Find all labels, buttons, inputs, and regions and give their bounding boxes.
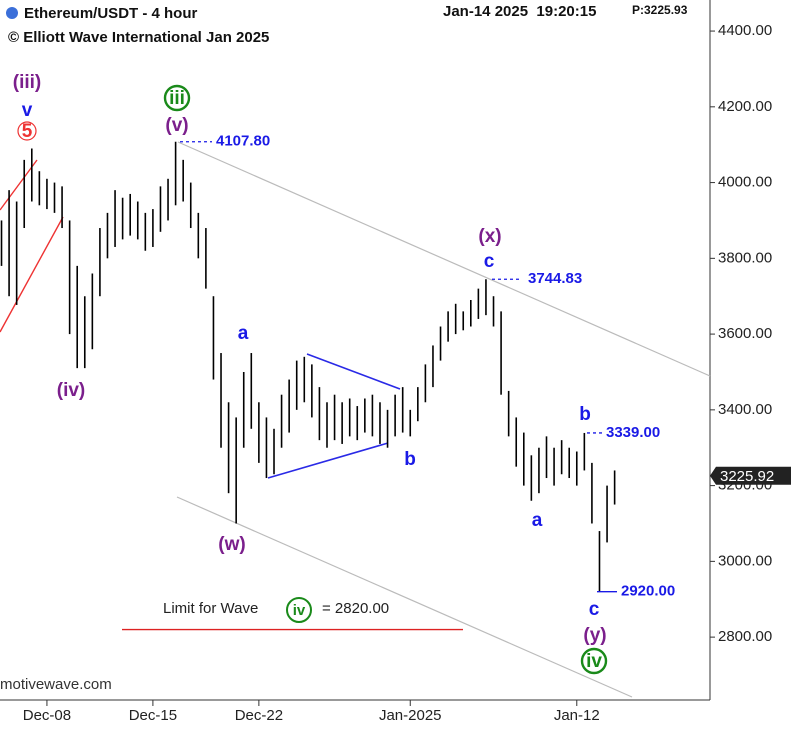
wave-label: (iv) — [57, 380, 86, 401]
y-tick-label: 3000.00 — [718, 552, 772, 569]
wave-circle — [580, 647, 608, 675]
limit-wave: iv — [293, 602, 306, 619]
limit-label: = 2820.00 — [322, 600, 389, 617]
wave-label: 5 — [22, 121, 33, 142]
wave-label: b — [404, 449, 416, 470]
price-label: 3339.00 — [606, 424, 660, 441]
wave-label: (iii) — [13, 72, 42, 93]
wave-label: c — [589, 599, 600, 620]
channel-lower — [176, 496, 633, 698]
y-tick-label: 4200.00 — [718, 98, 772, 115]
wave-circle — [286, 597, 312, 623]
wave-label: c — [484, 251, 495, 272]
triangle-lower — [267, 442, 389, 479]
wave-label: iii — [169, 88, 185, 109]
wave-label: v — [22, 100, 33, 121]
wave-label: (y) — [583, 625, 606, 646]
chart-subtitle: © Elliott Wave International Jan 2025 — [8, 29, 269, 46]
current-price-label: 3225.92 — [720, 468, 774, 485]
wave-label: iv — [586, 651, 602, 672]
y-tick-label: 3600.00 — [718, 325, 772, 342]
x-tick-label: Dec-15 — [129, 707, 177, 724]
timestamp: Jan-14 2025 19:20:15 — [443, 3, 596, 20]
wave-label: b — [579, 404, 591, 425]
x-tick-label: Dec-08 — [23, 707, 71, 724]
y-tick-label: 2800.00 — [718, 628, 772, 645]
chart-title: Ethereum/USDT - 4 hour — [24, 5, 198, 22]
wave-label: (x) — [478, 226, 501, 247]
price-label: 4107.80 — [216, 133, 270, 150]
current-price-box — [710, 466, 791, 485]
plot — [0, 141, 616, 592]
channel-upper — [177, 141, 711, 377]
y-tick-label: 3800.00 — [718, 249, 772, 266]
price-label: 2920.00 — [621, 583, 675, 600]
symbol-dot — [6, 7, 18, 19]
wave-label: a — [532, 510, 543, 531]
wave-label: a — [238, 323, 249, 344]
price-label: 3744.83 — [528, 270, 582, 287]
x-tick-label: Jan-2025 — [379, 707, 442, 724]
trend-line — [0, 216, 64, 333]
y-tick-label: 4000.00 — [718, 174, 772, 191]
triangle-upper — [306, 353, 401, 390]
limit-text: Limit for Wave — [163, 600, 258, 617]
wave-label: (v) — [165, 115, 188, 136]
last-price: P:3225.93 — [632, 3, 688, 17]
x-tick-label: Jan-12 — [554, 707, 600, 724]
trend-line — [0, 159, 38, 211]
source: motivewave.com — [0, 676, 112, 693]
y-tick-label: 3400.00 — [718, 401, 772, 418]
wave-circle — [17, 121, 37, 141]
x-tick-label: Dec-22 — [235, 707, 283, 724]
y-tick-label: 4400.00 — [718, 22, 772, 39]
wave-label: (w) — [218, 534, 245, 555]
wave-circle — [163, 84, 191, 112]
